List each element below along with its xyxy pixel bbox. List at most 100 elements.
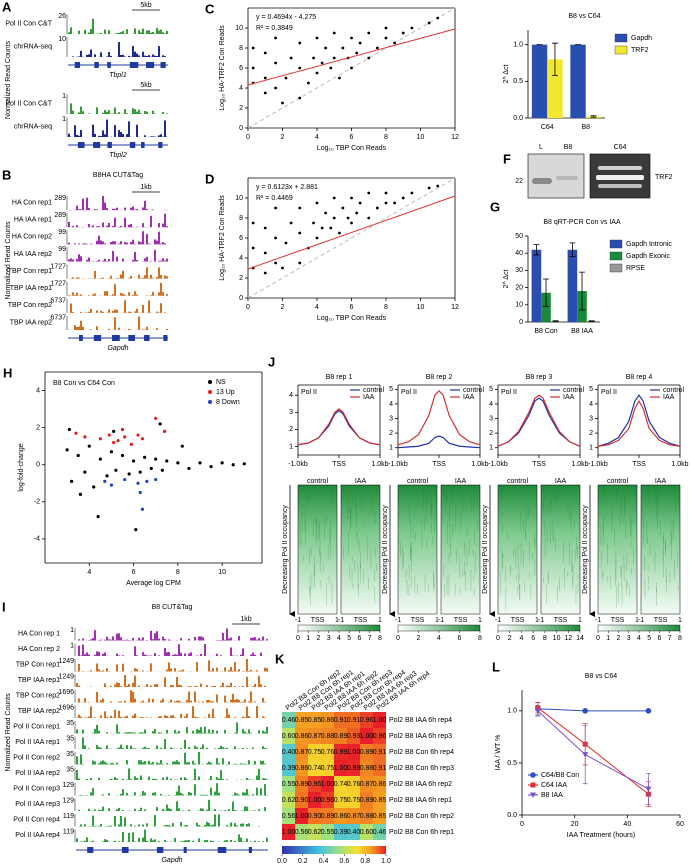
error-bar	[569, 242, 576, 258]
heatmap-streak	[358, 587, 359, 597]
x-tick-label: 12	[451, 304, 459, 311]
heatmap-column-label: IAA	[355, 478, 367, 485]
panel-label: Pol II	[301, 389, 317, 396]
y-tick-label: 50	[515, 233, 523, 240]
signal-track	[68, 213, 168, 228]
heatmap-streak	[309, 548, 310, 566]
row-label: Pol2 B8 IAA 6h rep3	[389, 733, 452, 740]
track-label: Pol II IAA rep1	[15, 739, 60, 746]
scatter-point	[384, 26, 388, 30]
heatmap-streak	[300, 541, 302, 546]
scatter-point	[160, 468, 164, 472]
heatmap-cell	[308, 712, 321, 728]
heatmap-streak	[363, 522, 365, 528]
cell-label: 0.96	[360, 717, 374, 724]
heatmap-cell	[321, 776, 334, 792]
heatmap-x-label: -1	[395, 617, 401, 624]
heatmap-streak	[543, 497, 544, 514]
colorbar-tick-label: 0.8	[360, 858, 370, 865]
gene-exon	[144, 335, 150, 341]
signal-track	[76, 722, 268, 734]
band-label: TRF2	[655, 174, 673, 181]
heatmap-x-label: -1	[495, 617, 501, 624]
track-label: Pol II IAA rep3	[15, 801, 60, 808]
heatmap-streak	[524, 581, 525, 592]
heatmap-streak	[632, 519, 634, 524]
heatmap-x-label: 1	[578, 617, 582, 624]
heatmap-streak	[314, 564, 315, 577]
heatmap-streak	[577, 547, 579, 559]
scatter-point	[251, 221, 255, 225]
scatter-point	[251, 246, 255, 250]
scatter-point	[136, 433, 140, 437]
chart-title: B8 rep 4	[626, 374, 653, 381]
heatmap-streak	[534, 558, 536, 576]
y-tick-label: 1.0	[507, 708, 517, 715]
heatmap-cell	[360, 824, 373, 840]
legend-label: C64/B8 Con	[541, 772, 579, 779]
y-axis-label: Normalized Read Counts	[5, 221, 12, 300]
heatmap-streak	[350, 514, 351, 534]
scatter-point	[112, 440, 116, 445]
y-axis-label: 2^ Δct	[503, 65, 510, 84]
heatmap-x-label: -1	[595, 617, 601, 624]
heatmap-streak	[505, 587, 507, 611]
colorbar-tick-label: 2	[617, 635, 621, 642]
heatmap-streak	[466, 529, 468, 537]
scatter-point	[145, 479, 149, 484]
x-tick-label: 4	[87, 569, 91, 576]
heatmap-streak	[422, 497, 424, 512]
scatter-point	[120, 453, 125, 458]
scatter-point	[367, 56, 371, 60]
series-line	[497, 394, 581, 447]
heatmap-streak	[358, 539, 360, 551]
heatmap-streak	[519, 584, 521, 601]
cell-label: 0.60	[282, 733, 296, 740]
heatmap-streak	[574, 550, 576, 562]
heatmap-streak	[665, 567, 667, 583]
colorbar-tick-label: 0	[296, 635, 300, 642]
series-line	[297, 408, 381, 446]
heatmap-cell	[308, 760, 321, 776]
scatter-point	[123, 435, 127, 439]
heatmap-streak	[311, 573, 313, 588]
x-tick-label: -1.0kb	[488, 461, 508, 468]
heatmap-streak	[673, 520, 675, 530]
heatmap-cell	[334, 824, 347, 840]
row-label: Pol2 B8 Con 6h rep4	[389, 749, 454, 756]
heatmap-streak	[460, 496, 461, 503]
heatmap-streak	[621, 498, 623, 516]
heatmap-streak	[431, 522, 432, 533]
heatmap-streak	[663, 536, 664, 543]
heatmap-streak	[304, 508, 306, 532]
heatmap-x-label: TSS	[454, 617, 468, 624]
heatmap-x-label: -1	[295, 617, 301, 624]
scatter-point	[109, 450, 114, 454]
scatter-point	[74, 431, 78, 435]
x-tick-label: 10	[218, 569, 226, 576]
colorbar-tick-label: 7	[368, 635, 372, 642]
heatmap-streak	[626, 554, 628, 572]
heatmap-cell	[308, 728, 321, 744]
cell-label: 0.56	[295, 829, 309, 836]
scatter-point	[98, 457, 102, 461]
heatmap-streak	[474, 529, 475, 545]
y-tick-label: 4	[239, 85, 243, 92]
colorbar-tick-label: 6	[531, 635, 535, 642]
scatter-point	[358, 41, 362, 45]
heatmap-streak	[611, 508, 613, 532]
heatmap-cell	[282, 728, 295, 744]
gene-exon	[87, 847, 94, 853]
heatmap-x-label: -1	[338, 617, 344, 624]
cell-label: 0.76	[321, 749, 335, 756]
heatmap-cell	[373, 776, 386, 792]
heatmap-streak	[622, 518, 624, 525]
heatmap-streak	[462, 569, 464, 577]
signal-track	[68, 119, 168, 137]
marker-size: 22	[515, 178, 523, 185]
heatmap-streak	[570, 512, 572, 531]
heatmap-streak	[624, 496, 625, 517]
heatmap-cell	[334, 808, 347, 824]
x-tick-label: 10	[417, 134, 425, 141]
track-range: 129	[62, 782, 74, 789]
